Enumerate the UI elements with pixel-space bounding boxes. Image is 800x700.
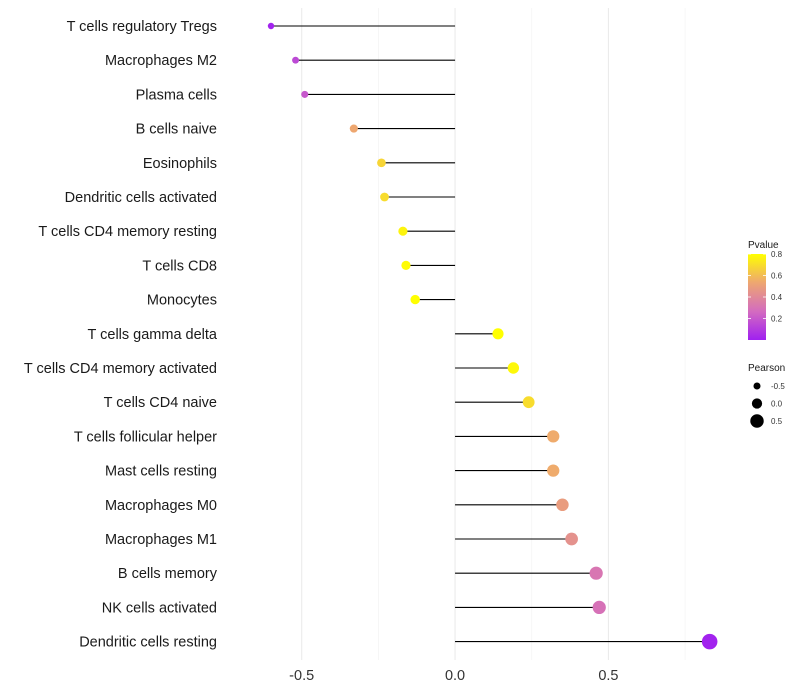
pearson-legend: Pearson -0.5 0.0 0.5 [748,363,785,428]
lollipop-point [398,226,408,236]
y-axis-label: Macrophages M1 [105,532,217,548]
lollipop-point [267,22,275,30]
pvalue-legend: Pvalue 0.2 0.4 0.6 0.8 [748,240,783,340]
lollipop-point [701,633,718,650]
lollipop-point [301,90,309,98]
lollipop-point [380,192,389,202]
pvalue-tick-label: 0.2 [771,315,783,324]
pearson-key-label: 0.5 [771,417,783,426]
pearson-size-key [753,382,761,390]
pearson-key-label: -0.5 [771,382,785,391]
pearson-size-key [750,414,764,428]
pearson-size-key [751,398,763,409]
y-axis-label: T cells CD4 naive [104,395,217,411]
x-tick-label: -0.5 [289,668,314,684]
lollipop-point [349,124,358,133]
y-axis-labels: T cells regulatory Tregs Macrophages M2 Pl… [24,19,218,651]
y-axis-label: Monocytes [147,293,217,309]
y-axis-label: T cells CD4 memory activated [24,361,217,377]
lollipop-point [292,56,300,64]
y-axis-label: T cells CD4 memory resting [38,224,217,240]
x-axis-ticks: -0.5 0.0 0.5 [289,668,618,684]
pvalue-tick-label: 0.6 [771,272,783,281]
y-axis-label: T cells CD8 [142,258,217,274]
y-axis-label: B cells naive [136,122,217,138]
lollipop-point [589,566,603,580]
y-axis-label: Macrophages M2 [105,53,217,69]
y-axis-label: Macrophages M0 [105,498,217,514]
lollipop-point [492,328,504,340]
lollipop-stems [271,25,710,643]
y-axis-label: Mast cells resting [105,464,217,480]
lollipop-point [522,396,535,409]
lollipop-point [377,158,386,168]
lollipop-point [556,498,569,512]
pearson-legend-title: Pearson [748,363,785,374]
pvalue-legend-title: Pvalue [748,240,779,251]
pvalue-tick-label: 0.8 [771,250,783,259]
y-axis-label: Plasma cells [136,87,217,103]
y-axis-label: T cells gamma delta [88,327,218,343]
lollipop-points [267,22,718,650]
x-tick-label: 0.0 [445,668,465,684]
lollipop-point [565,532,578,546]
pvalue-tick-label: 0.4 [771,293,783,302]
y-axis-label: T cells regulatory Tregs [67,19,217,35]
lollipop-point [592,600,606,615]
y-axis-label: B cells memory [118,566,218,582]
lollipop-point [547,430,560,443]
y-axis-label: NK cells activated [102,600,217,616]
lollipop-point [507,362,520,374]
y-axis-label: Eosinophils [143,156,217,172]
pvalue-colorbar [748,254,766,340]
y-axis-label: Dendritic cells resting [79,635,217,651]
y-axis-label: Dendritic cells activated [65,190,217,206]
lollipop-point [410,294,420,305]
lollipop-point [547,464,560,477]
pearson-key-label: 0.0 [771,400,783,409]
y-axis-label: T cells follicular helper [74,429,217,445]
x-tick-label: 0.5 [598,668,618,684]
lollipop-point [401,260,411,271]
